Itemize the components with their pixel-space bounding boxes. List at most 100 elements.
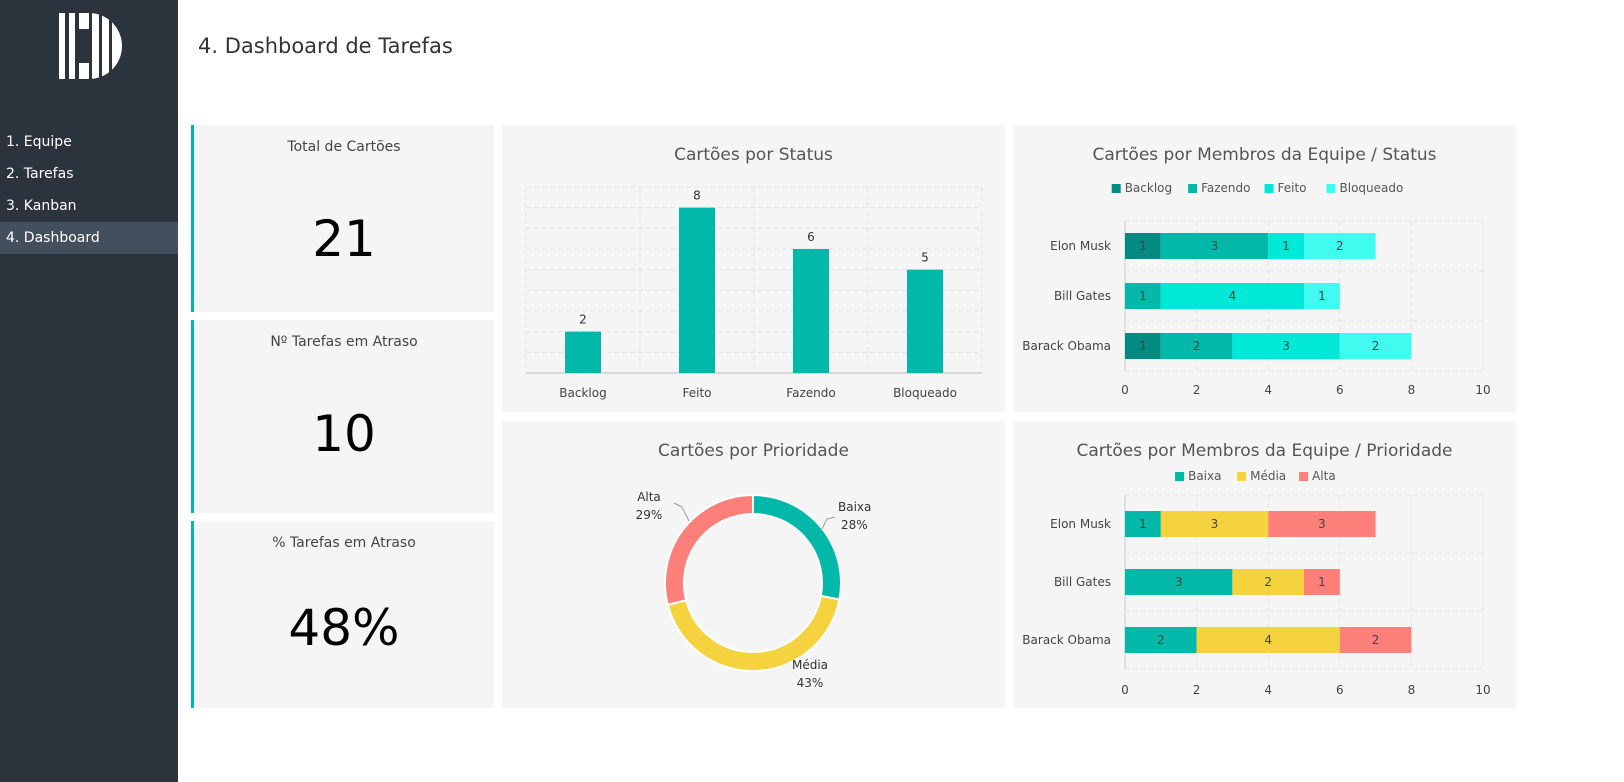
data-label: 3: [1318, 517, 1326, 531]
chart-status: Cartões por Status 2 Backlog 8 Feito 6 Fazend…: [502, 125, 1005, 412]
bar-segment: [1160, 333, 1233, 359]
data-label: 1: [1139, 339, 1147, 353]
slice-label: Média: [792, 658, 828, 672]
bar-segment: [1125, 511, 1161, 537]
x-tick-label: 0: [1121, 683, 1129, 697]
bar-segment: [1125, 233, 1161, 259]
slice-label: Baixa: [838, 500, 871, 514]
bar-segment: [1232, 569, 1304, 595]
data-label: 3: [1211, 239, 1219, 253]
legend-swatch: [1111, 184, 1121, 193]
y-tick-label: Barack Obama: [1022, 339, 1111, 353]
legend-label: Feito: [1278, 181, 1307, 195]
legend-label: Alta: [1312, 469, 1336, 483]
data-label: 1: [1318, 575, 1326, 589]
y-tick-label: Bill Gates: [1054, 289, 1111, 303]
kpi-value: 10: [312, 405, 376, 463]
sidebar-item-tarefas[interactable]: 2. Tarefas: [6, 166, 74, 182]
chart-members-status: Cartões por Membros da Equipe / Status B…: [1013, 125, 1516, 412]
data-label: 2: [579, 313, 587, 327]
data-label: 8: [693, 189, 701, 203]
chart-priority: Cartões por Prioridade Baixa 28% Média 43% A…: [502, 421, 1005, 708]
legend-label: Backlog: [1125, 181, 1172, 195]
data-label: 3: [1282, 339, 1290, 353]
x-tick-label: 10: [1475, 383, 1490, 397]
x-tick-label: 10: [1475, 683, 1490, 697]
chart-members-priority: Cartões por Membros da Equipe / Priorida…: [1013, 421, 1516, 708]
data-label: 6: [807, 230, 815, 244]
data-label: 3: [1175, 575, 1183, 589]
legend-label: Fazendo: [1201, 181, 1250, 195]
bar-segment: [1160, 283, 1304, 309]
chart-title: Cartões por Membros da Equipe / Priorida…: [1076, 441, 1453, 461]
slice-value: 29%: [636, 508, 663, 522]
bar-segment: [1125, 283, 1161, 309]
bar-segment: [1125, 627, 1197, 653]
bar-segment: [1268, 511, 1376, 537]
y-tick-label: Barack Obama: [1022, 633, 1111, 647]
data-label: 1: [1282, 239, 1290, 253]
leader-line: [673, 502, 690, 522]
sidebar-item-equipe[interactable]: 1. Equipe: [6, 134, 72, 150]
x-tick-label: 2: [1193, 383, 1201, 397]
slice-label: Alta: [637, 490, 661, 504]
data-label: 2: [1264, 575, 1272, 589]
y-tick-label: Elon Musk: [1050, 239, 1111, 253]
kpi-label: % Tarefas em Atraso: [272, 535, 416, 551]
data-label: 1: [1318, 289, 1326, 303]
bar: [679, 207, 715, 373]
bar-segment: [1232, 333, 1340, 359]
legend-swatch: [1264, 184, 1274, 193]
bar: [565, 331, 601, 373]
x-tick-label: Feito: [682, 386, 711, 400]
bar-segment: [1304, 233, 1376, 259]
bar: [793, 249, 829, 373]
x-tick-label: 6: [1336, 383, 1344, 397]
x-tick-label: 0: [1121, 383, 1129, 397]
bar-segment: [1339, 627, 1412, 653]
legend-swatch: [1299, 472, 1309, 481]
slice-value: 28%: [841, 518, 868, 532]
data-label: 4: [1264, 633, 1272, 647]
x-tick-label: Backlog: [559, 386, 606, 400]
chart-title: Cartões por Membros da Equipe / Status: [1092, 145, 1437, 165]
bar-segment: [1339, 333, 1412, 359]
kpi-label: Total de Cartões: [287, 139, 401, 155]
bar-segment: [1196, 627, 1340, 653]
data-label: 2: [1372, 633, 1380, 647]
leader-line: [821, 516, 836, 530]
bar-segment: [1160, 511, 1269, 537]
legend-swatch: [1326, 184, 1336, 193]
x-tick-label: 4: [1264, 683, 1272, 697]
bar-segment: [1125, 333, 1161, 359]
data-label: 1: [1139, 517, 1147, 531]
x-tick-label: Fazendo: [786, 386, 835, 400]
legend-swatch: [1175, 472, 1185, 481]
sidebar-item-kanban[interactable]: 3. Kanban: [6, 198, 77, 214]
y-tick-label: Bill Gates: [1054, 575, 1111, 589]
y-tick-label: Elon Musk: [1050, 517, 1111, 531]
kpi-total-cartoes: Total de Cartões 21: [191, 125, 494, 312]
legend-label: Baixa: [1188, 469, 1221, 483]
kpi-percent-atraso: % Tarefas em Atraso 48%: [191, 521, 494, 708]
data-label: 2: [1157, 633, 1165, 647]
bar-segment: [1125, 569, 1233, 595]
data-label: 5: [921, 251, 929, 265]
x-tick-label: 8: [1408, 683, 1416, 697]
page-title: 4. Dashboard de Tarefas: [198, 34, 453, 58]
bar: [907, 269, 943, 373]
x-tick-label: 8: [1408, 383, 1416, 397]
x-tick-label: Bloqueado: [893, 386, 957, 400]
sidebar-item-dashboard[interactable]: 4. Dashboard: [0, 222, 178, 254]
kpi-tarefas-atraso: Nº Tarefas em Atraso 10: [191, 320, 494, 513]
data-label: 1: [1139, 239, 1147, 253]
legend-swatch: [1237, 472, 1247, 481]
data-label: 3: [1211, 517, 1219, 531]
sidebar: 1. Equipe 2. Tarefas 3. Kanban 4. Dashbo…: [0, 0, 178, 782]
data-label: 1: [1139, 289, 1147, 303]
legend-label: Bloqueado: [1340, 181, 1404, 195]
x-tick-label: 4: [1264, 383, 1272, 397]
legend-label: Média: [1250, 469, 1286, 483]
donut-slice: [752, 493, 842, 601]
bar-segment: [1304, 283, 1340, 309]
